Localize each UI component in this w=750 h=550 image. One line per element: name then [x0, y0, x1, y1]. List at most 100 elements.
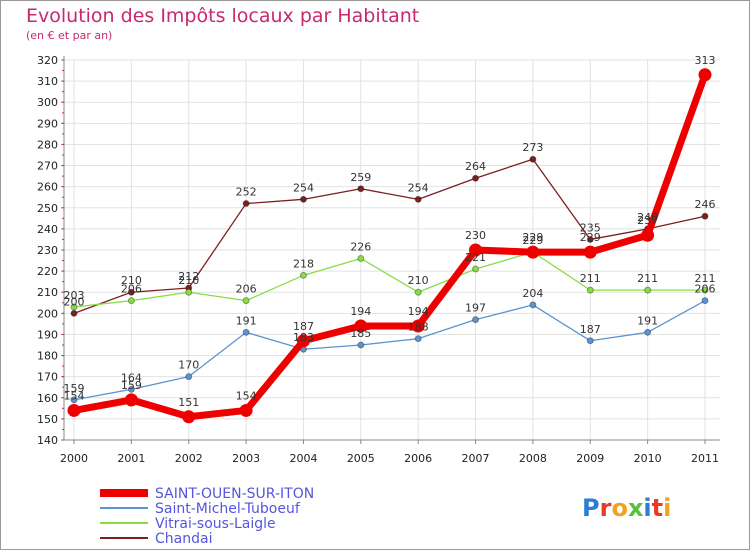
data-label: 206 [695, 283, 716, 296]
data-label: 210 [178, 274, 199, 287]
data-label: 203 [64, 289, 85, 302]
proxiti-logo: Proxiti [582, 494, 671, 522]
data-point [299, 195, 307, 203]
data-point [127, 385, 135, 393]
data-label: 187 [580, 323, 601, 336]
legend-label: Vitrai-sous-Laigle [155, 516, 276, 532]
x-tick-label: 2010 [634, 452, 662, 465]
data-label: 194 [408, 305, 429, 318]
data-label: 229 [522, 234, 543, 247]
series-line [73, 300, 706, 401]
x-tick-label: 2008 [519, 452, 547, 465]
data-label: 183 [293, 331, 314, 344]
x-tick-label: 2003 [232, 452, 260, 465]
grid-lines [64, 59, 720, 441]
data-point [701, 297, 709, 305]
y-tick-label: 170 [37, 371, 58, 384]
chart-title: Evolution des Impôts locaux par Habitant [26, 5, 420, 27]
legend-label: SAINT-OUEN-SUR-ITON [155, 486, 314, 502]
data-label: 221 [465, 251, 486, 264]
y-tick-label: 300 [37, 96, 58, 109]
data-label: 264 [465, 160, 486, 173]
data-label: 210 [408, 274, 429, 287]
y-tick-label: 150 [37, 413, 58, 426]
data-label: 206 [236, 283, 257, 296]
data-point [414, 288, 422, 296]
data-point [296, 334, 310, 348]
x-tick-label: 2005 [347, 452, 375, 465]
data-point [411, 319, 425, 333]
data-point [242, 297, 250, 305]
logo-text: Proxiti [582, 494, 671, 522]
data-point [472, 265, 480, 273]
data-label: 211 [695, 272, 716, 285]
series-line [70, 71, 709, 421]
data-label: 246 [695, 198, 716, 211]
data-point [583, 245, 597, 259]
data-point [529, 301, 537, 309]
x-tick-label: 2000 [60, 452, 88, 465]
data-label: 197 [465, 302, 486, 315]
data-label: 187 [293, 320, 314, 333]
y-tick-label: 260 [37, 181, 58, 194]
data-point [586, 337, 594, 345]
data-point [472, 174, 480, 182]
y-tick-label: 200 [37, 307, 58, 320]
data-label: 254 [293, 181, 314, 194]
data-point [182, 410, 196, 424]
y-tick-label: 160 [37, 392, 58, 405]
data-label: 151 [178, 396, 199, 409]
data-point [644, 328, 652, 336]
data-point [127, 297, 135, 305]
data-label: 200 [64, 295, 85, 308]
data-point [239, 403, 253, 417]
data-point [526, 245, 540, 259]
data-point [357, 341, 365, 349]
data-point [127, 288, 135, 296]
data-point [414, 335, 422, 343]
data-point [242, 328, 250, 336]
y-tick-label: 240 [37, 223, 58, 236]
data-label: 211 [637, 272, 658, 285]
data-point [67, 403, 81, 417]
x-axis-ticks: 2000 2001 2002 2003 2004 2005 2006 2007 2008 2009… [60, 440, 719, 465]
data-point [357, 185, 365, 193]
y-axis-ticks: 140 150 160 170 180 190 200 210 220 230 240 250 260 2… [37, 54, 64, 447]
data-point [242, 200, 250, 208]
data-point [644, 286, 652, 294]
data-point [529, 155, 537, 163]
data-label: 235 [580, 221, 601, 234]
data-label: 159 [64, 382, 85, 395]
axes [63, 56, 720, 441]
data-point [701, 212, 709, 220]
y-tick-label: 230 [37, 244, 58, 257]
data-label: 313 [695, 54, 716, 67]
data-label: 154 [64, 389, 85, 402]
x-tick-label: 2006 [404, 452, 432, 465]
y-tick-label: 190 [37, 328, 58, 341]
y-tick-label: 280 [37, 138, 58, 151]
data-label: 191 [637, 314, 658, 327]
data-label: 154 [236, 389, 257, 402]
data-label: 211 [580, 272, 601, 285]
data-label: 240 [637, 211, 658, 224]
data-label: 170 [178, 359, 199, 372]
data-point [701, 286, 709, 294]
data-label: 210 [121, 274, 142, 287]
data-point [185, 288, 193, 296]
data-label: 206 [121, 283, 142, 296]
y-tick-label: 220 [37, 265, 58, 278]
data-label: 226 [350, 240, 371, 253]
data-label: 188 [408, 321, 429, 334]
data-point [299, 271, 307, 279]
x-tick-label: 2007 [462, 452, 490, 465]
series-lines [67, 68, 712, 424]
data-label: 212 [178, 270, 199, 283]
y-tick-label: 140 [37, 434, 58, 447]
data-label: 229 [580, 231, 601, 244]
data-point [354, 319, 368, 333]
data-point [586, 235, 594, 243]
y-tick-label: 290 [37, 117, 58, 130]
data-label: 191 [236, 314, 257, 327]
